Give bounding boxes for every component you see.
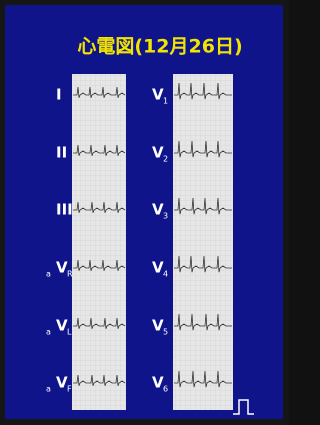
grid-left (72, 74, 126, 410)
background (5, 5, 283, 419)
grid-right (173, 74, 233, 410)
lead-label: II (56, 144, 67, 162)
lead-subscript: 2 (163, 155, 168, 164)
lead-subscript: R (67, 270, 73, 279)
title: 心電図(12月26日) (77, 36, 242, 58)
lead-label: I (56, 86, 62, 104)
lead-label: III (56, 201, 73, 219)
lead-subscript: 6 (163, 385, 168, 394)
lead-subscript: L (67, 328, 72, 337)
lead-subscript: 3 (163, 212, 168, 221)
lead-prefix: a (46, 270, 51, 279)
lead-prefix: a (46, 328, 51, 337)
lead-subscript: 5 (163, 328, 168, 337)
lead-subscript: 1 (163, 97, 168, 106)
lead-subscript: 4 (163, 270, 168, 279)
lead-subscript: F (67, 385, 72, 394)
page: {"title": "心電図(12月26日)", "leads": { "lef… (0, 0, 289, 425)
lead-prefix: a (46, 385, 51, 394)
